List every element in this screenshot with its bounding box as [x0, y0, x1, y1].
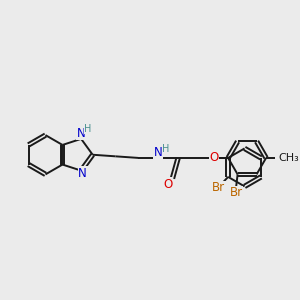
Text: N: N [77, 127, 85, 140]
Text: O: O [163, 178, 172, 191]
Text: Br: Br [212, 182, 225, 194]
Text: N: N [154, 146, 163, 159]
Text: CH₃: CH₃ [278, 153, 299, 163]
Text: N: N [78, 167, 87, 180]
Text: H: H [84, 124, 92, 134]
Text: Br: Br [230, 186, 243, 199]
Text: O: O [209, 152, 218, 164]
Text: H: H [162, 144, 170, 154]
